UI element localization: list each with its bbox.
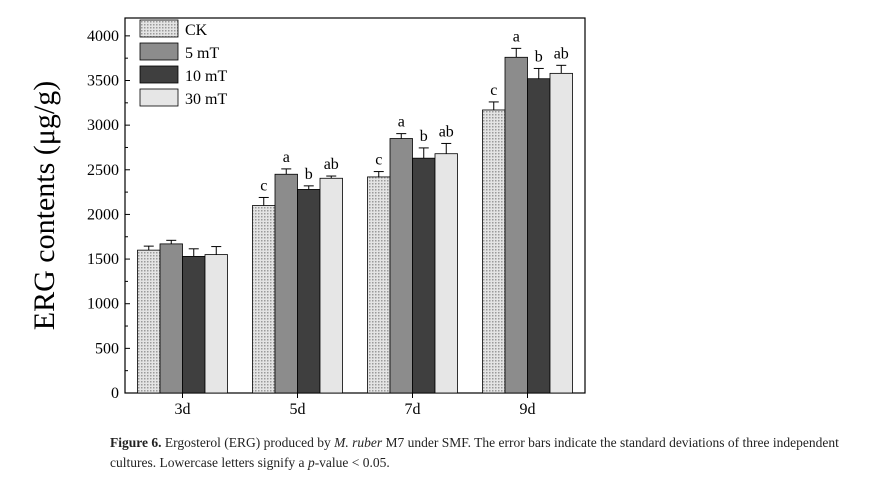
legend-swatch	[139, 19, 179, 38]
legend-label: CK	[185, 22, 208, 39]
significance-letter: c	[260, 177, 267, 194]
y-tick-label: 2000	[87, 206, 119, 223]
y-axis-label: ERG contents (μg/g)	[28, 81, 61, 330]
legend-swatch	[139, 42, 179, 61]
significance-letter: c	[490, 82, 497, 99]
caption-p: p	[307, 455, 315, 470]
bar	[389, 138, 413, 394]
bar	[297, 189, 321, 394]
significance-letter: b	[535, 48, 543, 65]
x-tick-label: 7d	[405, 401, 421, 418]
legend-swatch	[139, 88, 179, 107]
caption-text-2: M7 under SMF. The error bars indicate th…	[110, 435, 839, 470]
bar	[482, 109, 506, 394]
caption-text-1: Ergosterol (ERG) produced by	[161, 435, 335, 450]
caption-label: Figure 6.	[110, 435, 162, 450]
y-tick-label: 1000	[87, 296, 119, 313]
legend-label: 30 mT	[185, 91, 227, 108]
significance-letter: ab	[439, 123, 454, 140]
significance-letter: b	[305, 166, 313, 183]
bar	[159, 243, 183, 394]
bar	[549, 72, 573, 394]
x-tick-label: 5d	[290, 401, 306, 418]
y-tick-label: 0	[111, 385, 119, 402]
bar	[204, 254, 228, 394]
legend-label: 10 mT	[185, 68, 227, 85]
bar	[367, 176, 391, 394]
caption-text-3: -value < 0.05.	[314, 455, 390, 470]
y-tick-label: 4000	[87, 28, 119, 45]
legend-label: 5 mT	[185, 45, 219, 62]
significance-letter: ab	[324, 156, 339, 173]
bar	[252, 205, 276, 394]
bar	[319, 177, 343, 394]
bar-chart: 0 500 1000 1500 2000 2500 3000 3500 4000 ERG cont…	[28, 17, 586, 418]
y-tick-label: 2500	[87, 162, 119, 179]
significance-letter: ab	[554, 45, 569, 62]
caption-species: M. ruber	[334, 435, 383, 450]
figure-caption: Figure 6. Ergosterol (ERG) produced by M…	[110, 433, 870, 473]
x-tick-label: 3d	[175, 401, 191, 418]
bar	[527, 78, 551, 394]
y-tick-label: 1500	[87, 251, 119, 268]
bar	[182, 255, 206, 394]
significance-letter: b	[420, 128, 428, 145]
bar	[137, 249, 161, 394]
significance-letter: a	[283, 149, 290, 166]
y-tick-label: 3000	[87, 117, 119, 134]
plot-frame	[124, 17, 586, 394]
bar	[412, 157, 436, 394]
bar	[274, 173, 298, 394]
bar	[504, 56, 528, 394]
bar	[434, 153, 458, 394]
significance-letter: a	[513, 28, 520, 45]
significance-letter: c	[375, 152, 382, 169]
y-tick-label: 500	[95, 340, 119, 357]
significance-letter: a	[398, 114, 405, 131]
x-tick-label: 9d	[520, 401, 536, 418]
legend-swatch	[139, 65, 179, 84]
y-tick-label: 3500	[87, 73, 119, 90]
